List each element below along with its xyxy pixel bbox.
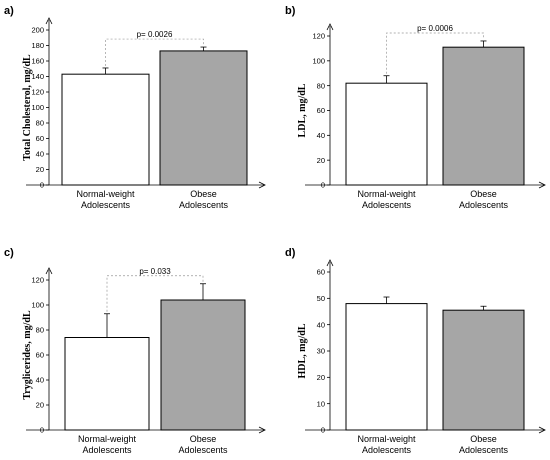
- category-label: Obese: [190, 189, 217, 199]
- chart-panel-1: b) 0 20 40 60 80 100 120 LDL, mg/dL Normal-weight…: [285, 5, 546, 210]
- y-tick-label: 120: [31, 88, 44, 97]
- y-tick-label: 140: [31, 72, 44, 81]
- y-tick-label: 40: [36, 150, 44, 159]
- p-value-label: p= 0.0026: [137, 30, 173, 39]
- category-label: Adolescents: [362, 445, 412, 455]
- category-label: Normal-weight: [357, 189, 416, 199]
- y-tick-label: 100: [312, 56, 325, 65]
- panel-label: b): [285, 5, 296, 17]
- p-value-label: p= 0.0006: [417, 24, 453, 33]
- category-label: Obese: [190, 434, 217, 444]
- y-tick-label: 100: [31, 301, 44, 310]
- chart-panel-2: c) 0 20 40 60 80 100 120 Tryglicerides, mg/dL Nor…: [4, 247, 266, 455]
- y-tick-label: 20: [36, 165, 44, 174]
- y-tick-label: 20: [317, 373, 325, 382]
- category-label: Adolescents: [459, 200, 509, 210]
- y-tick-label: 40: [317, 131, 325, 140]
- y-tick-label: 40: [36, 376, 44, 385]
- category-label: Adolescents: [82, 445, 132, 455]
- y-tick-label: 30: [317, 347, 325, 356]
- panel-label: d): [285, 247, 296, 259]
- y-tick-label: 0: [321, 181, 325, 190]
- y-axis-arrow-icon: [326, 259, 334, 267]
- category-label: Adolescents: [362, 200, 412, 210]
- y-tick-label: 160: [31, 57, 44, 66]
- y-tick-label: 120: [312, 32, 325, 41]
- y-axis-arrow-icon: [326, 23, 334, 31]
- x-axis-arrow-icon: [538, 181, 546, 189]
- y-tick-label: 50: [317, 294, 325, 303]
- bar-obese: [159, 50, 248, 186]
- y-tick-label: 60: [317, 106, 325, 115]
- y-axis-arrow-icon: [45, 17, 53, 25]
- category-label: Obese: [470, 189, 497, 199]
- y-tick-label: 80: [317, 81, 325, 90]
- y-tick-label: 100: [31, 103, 44, 112]
- y-axis-title: HDL, mg/dL: [297, 323, 308, 378]
- category-label: Adolescents: [81, 200, 131, 210]
- y-tick-label: 80: [36, 326, 44, 335]
- bar-normal-weight: [345, 303, 428, 431]
- x-axis-arrow-icon: [538, 426, 546, 434]
- y-tick-label: 10: [317, 399, 325, 408]
- panel-label: c): [4, 247, 14, 259]
- y-tick-label: 120: [31, 276, 44, 285]
- category-label: Normal-weight: [76, 189, 135, 199]
- bar-obese: [442, 46, 525, 186]
- x-axis-arrow-icon: [258, 426, 266, 434]
- y-tick-label: 60: [317, 268, 325, 277]
- y-tick-label: 200: [31, 26, 44, 35]
- bar-normal-weight: [345, 82, 428, 186]
- y-tick-label: 60: [36, 134, 44, 143]
- category-label: Normal-weight: [357, 434, 416, 444]
- significance-bracket: [106, 275, 204, 312]
- x-axis-arrow-icon: [258, 181, 266, 189]
- y-tick-label: 0: [321, 426, 325, 435]
- bar-obese: [160, 299, 246, 431]
- y-axis-title: Total Cholesterol, mg/dL: [22, 54, 33, 161]
- y-tick-label: 0: [40, 426, 44, 435]
- y-tick-label: 180: [31, 41, 44, 50]
- p-value-label: p= 0.033: [139, 267, 171, 276]
- y-tick-label: 40: [317, 320, 325, 329]
- significance-bracket: [105, 38, 204, 66]
- significance-bracket: [386, 32, 484, 74]
- y-axis-title: Tryglicerides, mg/dL: [22, 310, 33, 400]
- y-axis-arrow-icon: [45, 267, 53, 275]
- chart-panel-0: a) 0 20 40 60 80 100 120 140 160 180 200 Total Chole…: [4, 5, 266, 210]
- y-tick-label: 0: [40, 181, 44, 190]
- y-tick-label: 60: [36, 351, 44, 360]
- y-tick-label: 20: [317, 156, 325, 165]
- category-label: Obese: [470, 434, 497, 444]
- category-label: Adolescents: [179, 200, 229, 210]
- bar-normal-weight: [61, 73, 150, 186]
- y-tick-label: 20: [36, 401, 44, 410]
- y-axis-title: LDL, mg/dL: [297, 83, 308, 137]
- bar-obese: [442, 309, 525, 431]
- bar-normal-weight: [64, 337, 150, 431]
- category-label: Adolescents: [178, 445, 228, 455]
- category-label: Normal-weight: [78, 434, 137, 444]
- category-label: Adolescents: [459, 445, 509, 455]
- panel-label: a): [4, 5, 14, 17]
- y-tick-label: 80: [36, 119, 44, 128]
